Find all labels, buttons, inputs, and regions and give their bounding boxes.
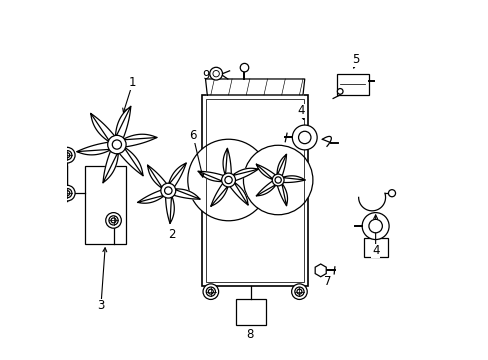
- Circle shape: [362, 213, 388, 239]
- Bar: [85, 166, 125, 244]
- Circle shape: [164, 187, 172, 194]
- Circle shape: [243, 145, 312, 215]
- Circle shape: [206, 287, 215, 296]
- Circle shape: [111, 218, 116, 223]
- Text: 4: 4: [297, 104, 305, 117]
- Polygon shape: [277, 154, 286, 177]
- Circle shape: [109, 216, 118, 225]
- Circle shape: [107, 135, 126, 154]
- Circle shape: [203, 284, 218, 300]
- Polygon shape: [205, 79, 304, 95]
- Text: 9: 9: [202, 69, 209, 82]
- Circle shape: [298, 131, 310, 144]
- Circle shape: [65, 153, 70, 158]
- Polygon shape: [172, 189, 200, 199]
- Text: 5: 5: [352, 53, 359, 66]
- Circle shape: [60, 147, 75, 163]
- Polygon shape: [118, 147, 142, 176]
- Polygon shape: [122, 134, 157, 147]
- Circle shape: [294, 287, 304, 296]
- Polygon shape: [198, 171, 224, 181]
- Circle shape: [161, 183, 175, 198]
- Polygon shape: [228, 182, 247, 205]
- Circle shape: [292, 125, 317, 150]
- Text: 7: 7: [324, 275, 331, 288]
- Circle shape: [187, 139, 269, 221]
- Text: 6: 6: [189, 129, 197, 142]
- Text: 3: 3: [97, 299, 104, 312]
- Text: 4: 4: [371, 244, 379, 257]
- Polygon shape: [315, 264, 325, 277]
- Polygon shape: [77, 142, 112, 155]
- Circle shape: [224, 176, 232, 184]
- Circle shape: [387, 190, 395, 197]
- Circle shape: [62, 189, 72, 198]
- Polygon shape: [103, 149, 118, 183]
- Bar: [336, 74, 368, 95]
- Bar: [235, 299, 265, 325]
- Circle shape: [208, 289, 213, 294]
- Text: 2: 2: [168, 229, 175, 242]
- Circle shape: [60, 185, 75, 201]
- Bar: [363, 238, 387, 257]
- Circle shape: [368, 219, 382, 233]
- Circle shape: [240, 63, 248, 72]
- Circle shape: [62, 150, 72, 160]
- Circle shape: [105, 213, 121, 228]
- Circle shape: [112, 140, 121, 149]
- Polygon shape: [231, 168, 258, 181]
- Polygon shape: [282, 176, 305, 183]
- Polygon shape: [168, 163, 186, 188]
- Circle shape: [337, 89, 343, 94]
- Circle shape: [221, 173, 235, 187]
- Bar: [202, 95, 307, 286]
- Polygon shape: [147, 165, 167, 189]
- Polygon shape: [256, 164, 276, 180]
- Circle shape: [272, 174, 284, 186]
- Polygon shape: [115, 107, 130, 140]
- Polygon shape: [138, 189, 164, 203]
- Polygon shape: [277, 183, 287, 206]
- Polygon shape: [223, 148, 231, 176]
- Circle shape: [209, 67, 222, 80]
- Polygon shape: [91, 113, 116, 143]
- Polygon shape: [210, 182, 228, 206]
- Polygon shape: [165, 195, 174, 223]
- Circle shape: [296, 289, 301, 294]
- Circle shape: [274, 177, 281, 183]
- Circle shape: [65, 191, 70, 195]
- Text: 1: 1: [129, 76, 136, 89]
- Text: 8: 8: [245, 328, 253, 341]
- Bar: [206, 99, 304, 282]
- Circle shape: [291, 284, 306, 300]
- Polygon shape: [256, 180, 276, 196]
